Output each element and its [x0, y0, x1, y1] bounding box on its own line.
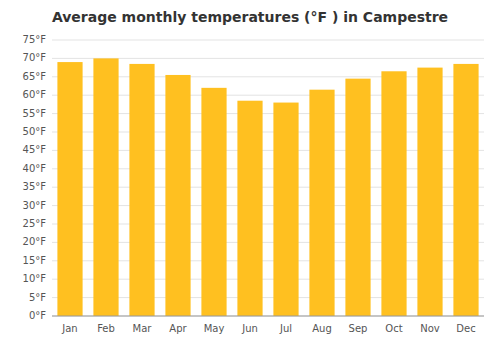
bar [57, 62, 82, 316]
bar [309, 90, 334, 316]
x-tick-label: Feb [97, 323, 115, 334]
bar [345, 79, 370, 316]
y-tick-label: 15°F [23, 255, 47, 266]
x-tick-label: Aug [312, 323, 332, 334]
x-tick-label: Jun [241, 323, 258, 334]
bar [165, 75, 190, 316]
y-tick-label: 5°F [29, 292, 46, 303]
y-tick-label: 35°F [23, 181, 47, 192]
x-tick-label: Oct [385, 323, 402, 334]
y-tick-label: 55°F [23, 108, 47, 119]
y-tick-label: 70°F [23, 52, 47, 63]
y-axis: 0°F 5°F 10°F 15°F 20°F 25°F 30°F 35°F 40°F 45°F 50… [23, 34, 47, 321]
bar [93, 58, 118, 316]
y-tick-label: 65°F [23, 71, 47, 82]
x-tick-label: Dec [456, 323, 475, 334]
bar [453, 64, 478, 316]
y-tick-label: 75°F [23, 34, 47, 45]
grid-line [52, 40, 484, 41]
x-tick-label: Jan [61, 323, 77, 334]
x-tick-label: Jul [279, 323, 292, 334]
bar [201, 88, 226, 316]
grid [52, 40, 484, 316]
title: Average monthly temperatures (°F ) in Ca… [52, 9, 448, 25]
x-tick-label: May [204, 323, 225, 334]
bar [381, 71, 406, 316]
bar [417, 68, 442, 316]
y-tick-label: 60°F [23, 89, 47, 100]
y-tick-label: 30°F [23, 200, 47, 211]
y-tick-label: 25°F [23, 218, 47, 229]
bar [129, 64, 154, 316]
y-tick-label: 0°F [29, 310, 46, 321]
x-axis-line [52, 316, 484, 317]
x-tick-label: Mar [133, 323, 153, 334]
y-tick-label: 10°F [23, 273, 47, 284]
x-tick-label: Apr [169, 323, 187, 334]
chart-container: 0°F 5°F 10°F 15°F 20°F 25°F 30°F 35°F 40°F 45°F 50… [0, 0, 500, 350]
chart: 0°F 5°F 10°F 15°F 20°F 25°F 30°F 35°F 40°F 45°F 50… [0, 0, 500, 350]
y-tick-label: 40°F [23, 163, 47, 174]
grid-line [52, 316, 484, 317]
y-tick-label: 45°F [23, 144, 47, 155]
x-tick-label: Sep [349, 323, 368, 334]
y-tick-label: 50°F [23, 126, 47, 137]
bar [237, 101, 262, 316]
x-tick-label: Nov [420, 323, 440, 334]
x-axis: Jan Feb Mar Apr May Jun Jul Aug Sep Oct Nov Dec [61, 323, 475, 334]
y-tick-label: 20°F [23, 236, 47, 247]
bar [273, 103, 298, 316]
bars [57, 58, 478, 316]
